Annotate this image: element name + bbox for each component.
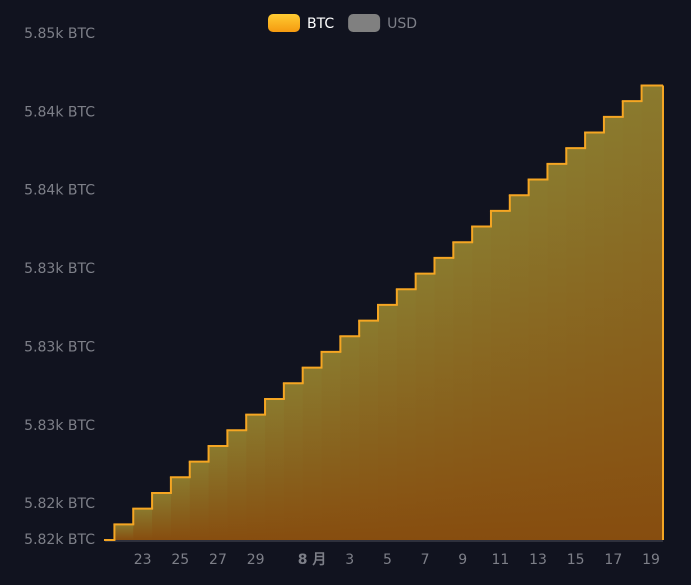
legend-label[interactable]: BTC bbox=[307, 16, 334, 32]
area-column bbox=[189, 461, 210, 540]
area-column bbox=[472, 226, 492, 540]
area-column bbox=[283, 383, 304, 540]
legend-swatch[interactable] bbox=[348, 14, 381, 32]
x-tick-label: 17 bbox=[604, 552, 622, 568]
area-column bbox=[603, 116, 624, 541]
x-tick-label: 19 bbox=[642, 552, 660, 568]
y-tick-label: 5.82k BTC bbox=[24, 496, 95, 512]
area-column bbox=[641, 85, 664, 540]
area-column bbox=[227, 430, 247, 540]
area-column bbox=[133, 508, 153, 540]
y-tick-label: 5.82k BTC bbox=[24, 532, 95, 548]
area-column bbox=[114, 524, 134, 540]
area-column bbox=[340, 336, 360, 540]
y-tick-label: 5.83k BTC bbox=[24, 339, 95, 355]
area-column bbox=[566, 148, 586, 540]
area-column bbox=[490, 210, 511, 540]
x-tick-label: 9 bbox=[458, 552, 467, 568]
area-column bbox=[585, 132, 605, 540]
area-column bbox=[528, 179, 548, 540]
x-tick-label: 13 bbox=[529, 552, 547, 568]
area-column bbox=[152, 492, 172, 540]
x-tick-label: 11 bbox=[491, 552, 509, 568]
area-column bbox=[359, 320, 379, 540]
area-column bbox=[509, 195, 530, 540]
area-column bbox=[434, 257, 454, 540]
area-column bbox=[453, 242, 473, 540]
x-tick-label: 8 月 bbox=[298, 552, 327, 568]
area-column bbox=[622, 101, 643, 540]
area-column bbox=[321, 351, 341, 540]
y-tick-label: 5.85k BTC bbox=[24, 26, 95, 42]
area-column bbox=[208, 445, 228, 540]
area-column bbox=[396, 289, 417, 540]
legend-label[interactable]: USD bbox=[387, 16, 417, 32]
area-column bbox=[302, 367, 323, 540]
x-tick-label: 29 bbox=[247, 552, 265, 568]
area-column bbox=[246, 414, 266, 540]
x-tick-label: 15 bbox=[567, 552, 585, 568]
x-tick-label: 27 bbox=[209, 552, 227, 568]
x-tick-label: 5 bbox=[383, 552, 392, 568]
area-column bbox=[170, 477, 191, 540]
x-tick-label: 3 bbox=[345, 552, 354, 568]
area-column bbox=[415, 273, 435, 540]
y-tick-label: 5.84k BTC bbox=[24, 183, 95, 199]
y-tick-label: 5.83k BTC bbox=[24, 418, 95, 434]
x-tick-label: 25 bbox=[171, 552, 189, 568]
x-tick-label: 7 bbox=[421, 552, 430, 568]
x-tick-label: 23 bbox=[134, 552, 152, 568]
area-column bbox=[547, 163, 567, 541]
area-column bbox=[265, 398, 285, 540]
area-column bbox=[378, 304, 398, 540]
legend-swatch[interactable] bbox=[268, 14, 300, 32]
y-tick-label: 5.83k BTC bbox=[24, 261, 95, 277]
y-tick-label: 5.84k BTC bbox=[24, 104, 95, 120]
